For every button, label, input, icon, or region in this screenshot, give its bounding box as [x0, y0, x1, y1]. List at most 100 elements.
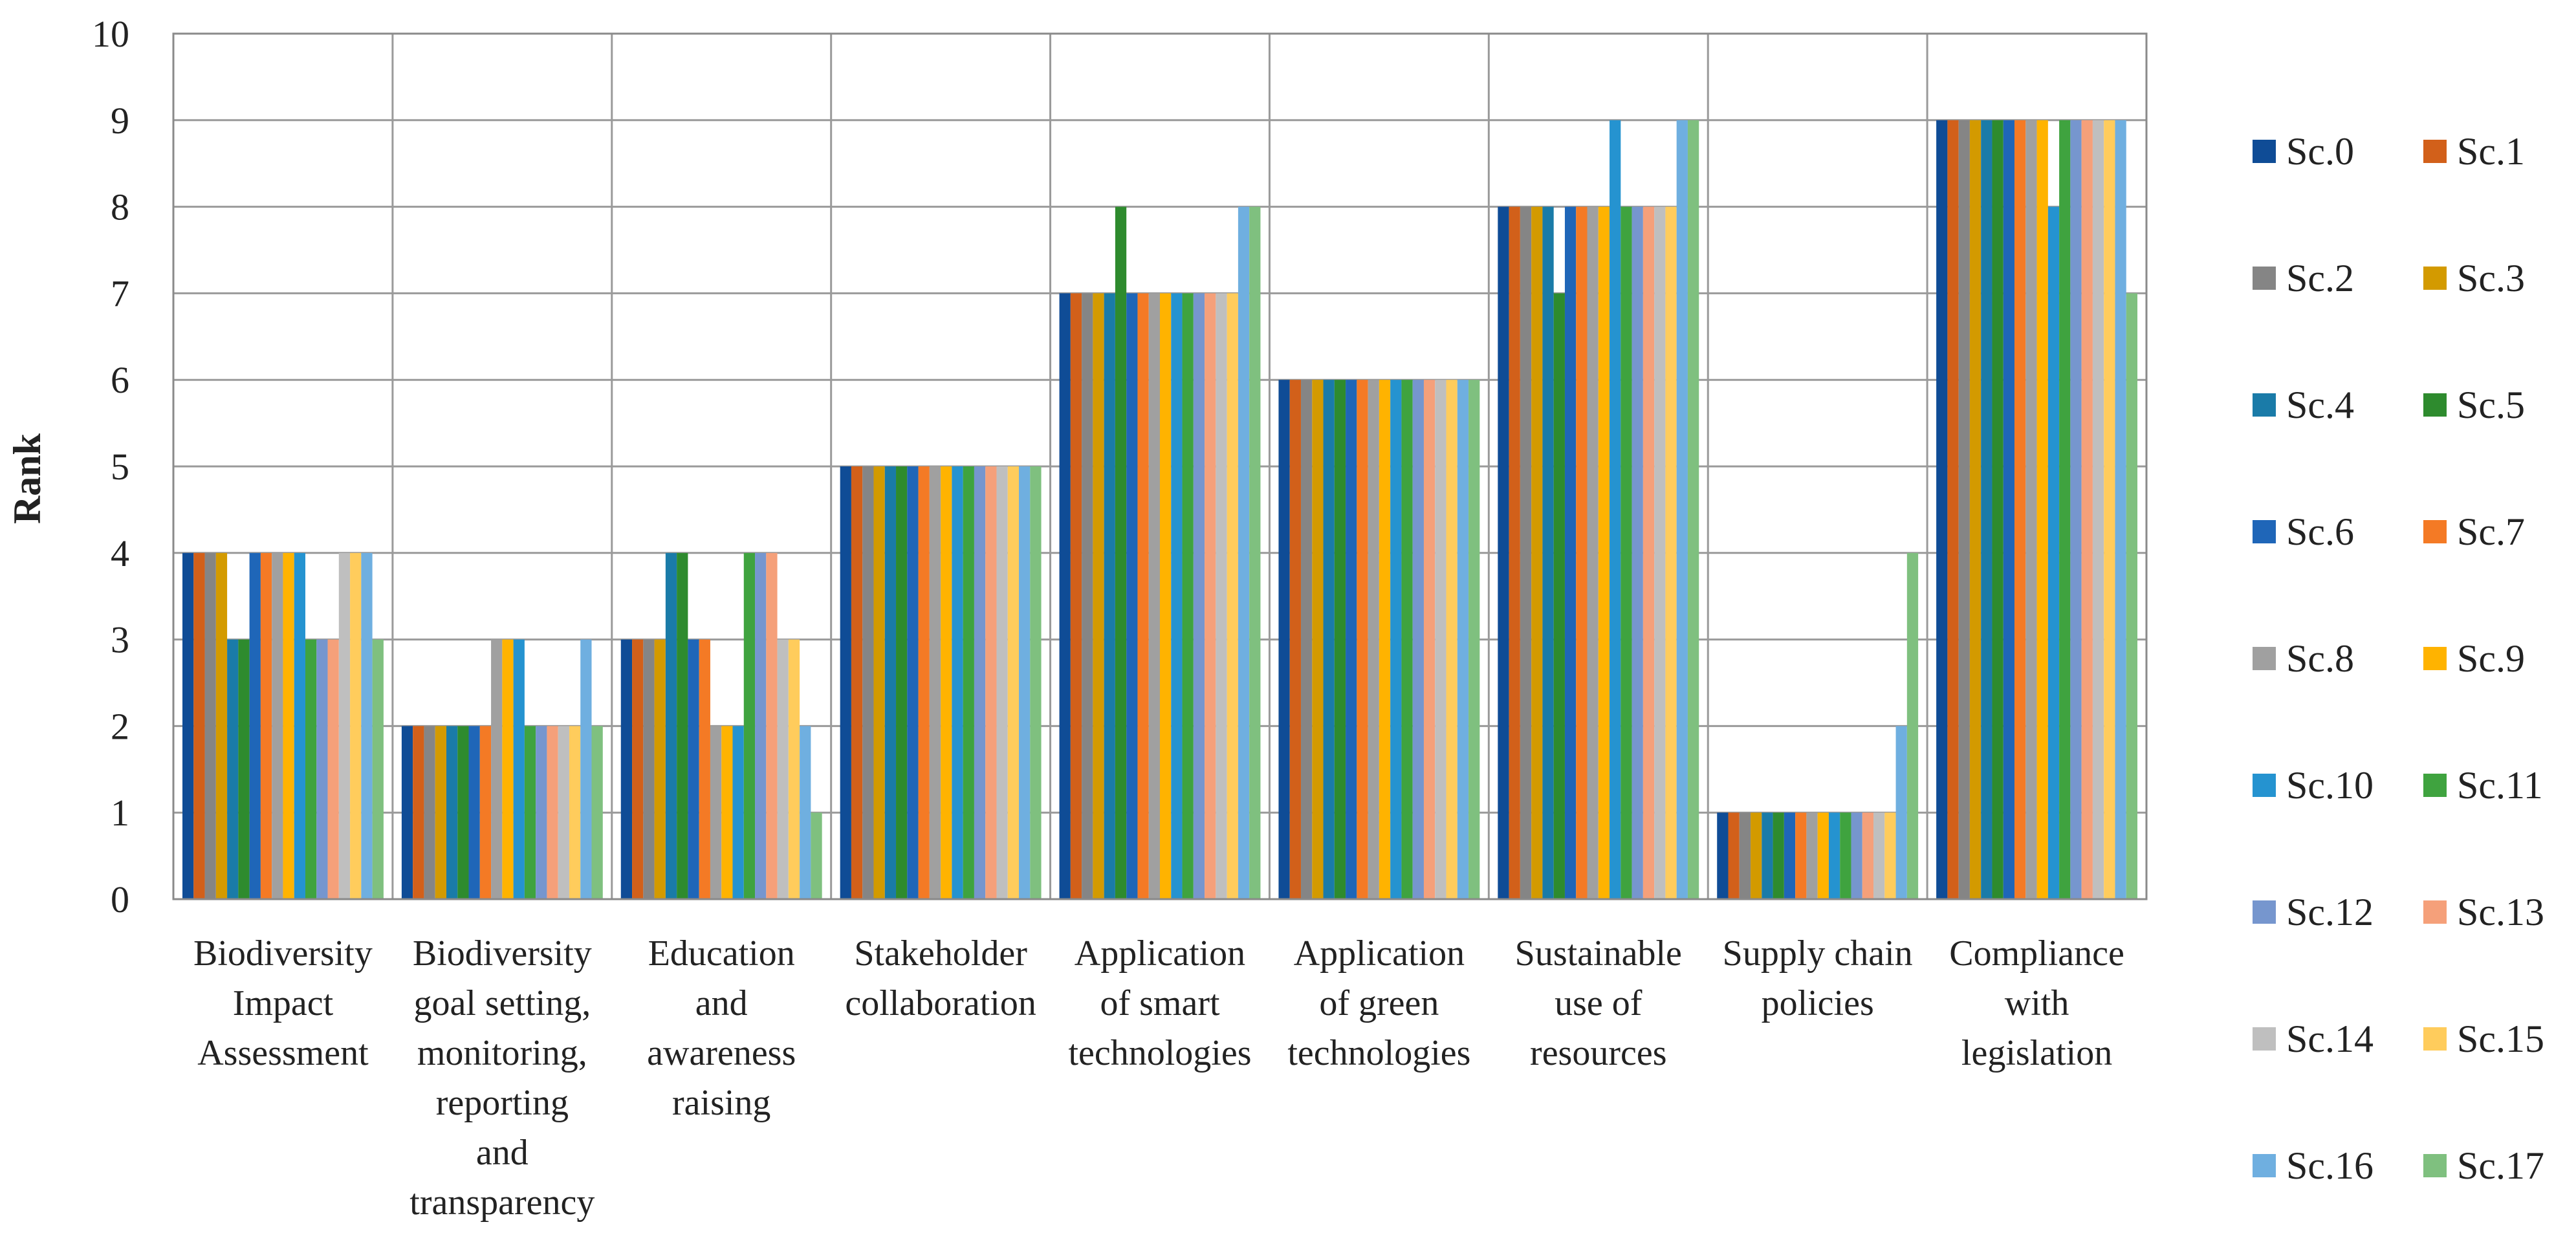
- bar-Sc12-cat2: [755, 552, 767, 899]
- category-label: Biodiversity goal setting, monitoring, repo…: [409, 933, 595, 1223]
- bar-Sc0-cat6: [1498, 206, 1509, 900]
- bar-Sc6-cat5: [1346, 380, 1357, 899]
- bar-Sc8-cat4: [1148, 293, 1160, 899]
- bar-Sc13-cat1: [547, 726, 558, 899]
- bar-Sc5-cat5: [1334, 380, 1346, 899]
- legend-label-Sc6: Sc.6: [2286, 510, 2354, 553]
- bar-Sc2-cat3: [862, 466, 874, 899]
- bar-Sc14-cat7: [1873, 812, 1885, 899]
- bar-Sc15-cat7: [1884, 812, 1896, 899]
- bar-Sc2-cat8: [1958, 120, 1970, 899]
- y-tick-label: 4: [111, 532, 129, 574]
- y-tick-label: 3: [111, 619, 129, 661]
- bar-Sc6-cat8: [2003, 120, 2015, 899]
- bar-Sc9-cat2: [721, 726, 733, 899]
- bar-Sc8-cat2: [710, 726, 722, 899]
- category-labels: Biodiversity Impact Assessment Biodiversity…: [193, 933, 2124, 1223]
- bar-Sc7-cat3: [918, 466, 930, 899]
- bar-Sc10-cat5: [1390, 380, 1402, 899]
- category-label: Biodiversity Impact Assessment: [193, 933, 373, 1073]
- bar-Sc3-cat2: [654, 639, 666, 899]
- plot-border: [172, 32, 2148, 900]
- bar-Sc2-cat2: [643, 639, 655, 899]
- bar-Sc8-cat0: [272, 552, 283, 899]
- bar-Sc12-cat8: [2070, 120, 2082, 899]
- bar-Sc6-cat6: [1564, 206, 1577, 900]
- legend-label-Sc16: Sc.16: [2286, 1144, 2374, 1187]
- bar-Sc10-cat4: [1171, 293, 1183, 899]
- bar-Sc16-cat0: [361, 552, 373, 899]
- bar-Sc15-cat2: [788, 639, 800, 899]
- bar-Sc0-cat7: [1717, 812, 1729, 899]
- bar-Sc12-cat7: [1851, 812, 1862, 899]
- bar-Sc1-cat1: [413, 726, 424, 899]
- y-tick-label: 9: [111, 100, 129, 142]
- bar-Sc0-cat3: [840, 466, 851, 899]
- bar-Sc3-cat4: [1093, 293, 1104, 899]
- bar-Sc2-cat6: [1520, 206, 1532, 900]
- bar-Sc0-cat2: [620, 639, 633, 899]
- bars: [182, 120, 2137, 900]
- bar-Sc15-cat6: [1665, 206, 1677, 900]
- bar-Sc11-cat8: [2059, 120, 2071, 899]
- bar-Sc12-cat6: [1632, 206, 1643, 900]
- bar-Sc14-cat0: [338, 552, 351, 899]
- y-tick-label: 2: [111, 705, 129, 747]
- bar-Sc4-cat7: [1762, 812, 1773, 899]
- bar-Sc4-cat0: [227, 639, 239, 899]
- bar-Sc15-cat8: [2104, 120, 2115, 899]
- bar-Sc4-cat4: [1104, 293, 1115, 899]
- legend-swatch-Sc16: [2253, 1154, 2276, 1177]
- bar-Sc5-cat3: [896, 466, 908, 899]
- legend-label-Sc11: Sc.11: [2457, 764, 2543, 807]
- bar-Sc1-cat0: [193, 552, 205, 899]
- bar-Sc5-cat0: [238, 639, 250, 899]
- bar-Sc2-cat5: [1300, 380, 1313, 899]
- legend-swatch-Sc4: [2253, 393, 2276, 417]
- bar-Sc3-cat8: [1969, 120, 1981, 899]
- bar-Sc14-cat8: [2092, 120, 2104, 899]
- legend-swatch-Sc6: [2253, 520, 2276, 543]
- legend-swatch-Sc13: [2423, 900, 2447, 924]
- bar-Sc10-cat7: [1828, 812, 1840, 899]
- bar-Sc12-cat3: [974, 466, 986, 899]
- bar-Sc1-cat2: [632, 639, 644, 899]
- legend-label-Sc13: Sc.13: [2457, 891, 2544, 933]
- bar-Sc15-cat4: [1227, 293, 1238, 899]
- legend-swatch-Sc10: [2253, 774, 2276, 797]
- bar-Sc7-cat5: [1357, 380, 1368, 899]
- legend-swatch-Sc1: [2423, 140, 2447, 163]
- bar-Sc10-cat0: [294, 552, 305, 899]
- bar-Sc16-cat7: [1895, 726, 1907, 899]
- legend: Sc.0 Sc.1 Sc.2 Sc.3 Sc.4 Sc.5 Sc.6 Sc.7 Sc.8 Sc.9…: [2253, 130, 2544, 1187]
- bar-Sc3-cat0: [215, 552, 228, 899]
- bar-Sc17-cat6: [1687, 120, 1699, 899]
- bar-Sc0-cat4: [1059, 293, 1071, 899]
- legend-swatch-Sc0: [2253, 140, 2276, 163]
- bar-Sc12-cat1: [536, 726, 547, 899]
- bar-Sc13-cat5: [1423, 380, 1435, 899]
- bar-Sc15-cat1: [569, 726, 581, 899]
- bar-Sc1-cat6: [1509, 206, 1520, 900]
- bar-Sc8-cat3: [929, 466, 941, 899]
- legend-label-Sc3: Sc.3: [2457, 257, 2525, 300]
- category-label: Application of smart technologies: [1068, 933, 1251, 1073]
- bar-Sc7-cat7: [1795, 812, 1807, 899]
- bar-Sc10-cat1: [513, 639, 525, 899]
- bar-Sc3-cat3: [873, 466, 885, 899]
- bar-Sc7-cat2: [699, 639, 710, 899]
- category-label: Supply chain policies: [1723, 933, 1913, 1023]
- category-label: Application of green technologies: [1287, 933, 1470, 1073]
- y-tick-label: 6: [111, 359, 129, 401]
- bar-Sc7-cat4: [1137, 293, 1149, 899]
- bar-Sc17-cat0: [372, 639, 384, 899]
- bar-Sc15-cat0: [350, 552, 362, 899]
- plot-frame: [172, 32, 2148, 900]
- bar-Sc13-cat2: [766, 552, 778, 899]
- bar-Sc5-cat7: [1773, 812, 1784, 899]
- bar-Sc14-cat4: [1216, 293, 1227, 899]
- legend-swatch-Sc5: [2423, 393, 2447, 417]
- bar-Sc14-cat1: [558, 726, 569, 899]
- bar-Sc15-cat3: [1007, 466, 1020, 899]
- legend-label-Sc0: Sc.0: [2286, 130, 2354, 173]
